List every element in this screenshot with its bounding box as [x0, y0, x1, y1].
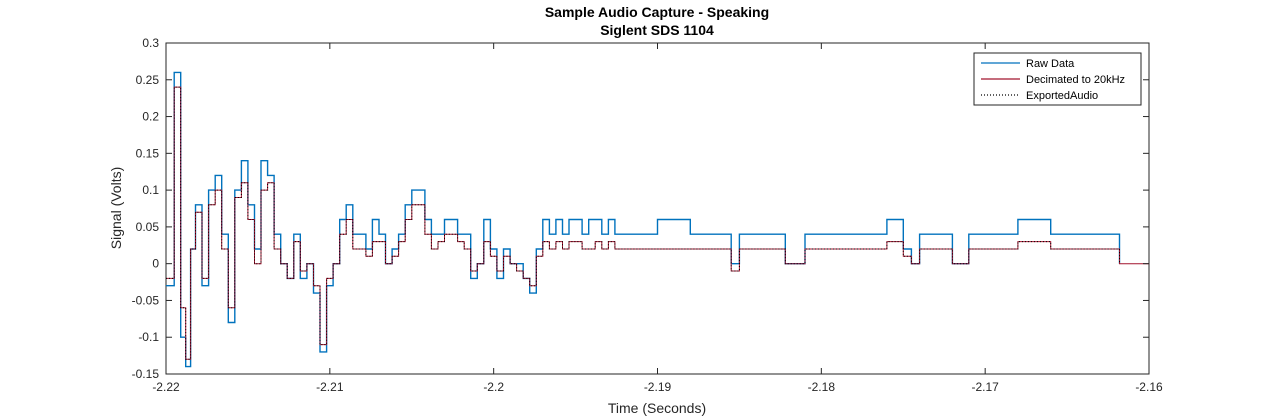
legend: Raw Data Decimated to 20kHz ExportedAudi…	[973, 52, 1142, 106]
legend-label-decimated: Decimated to 20kHz	[1026, 74, 1125, 86]
x-tick-label: -2.21	[316, 380, 344, 394]
y-tick-label: 0.1	[142, 183, 159, 197]
chart-title: Sample Audio Capture - Speaking	[545, 4, 769, 20]
x-tick-label: -2.17	[971, 380, 999, 394]
series-raw-data	[166, 71, 1121, 368]
y-tick-label: 0.25	[136, 73, 160, 87]
tick-layer: -2.22 -2.21 -2.2 -2.19 -2.18 -2.17 -2.16 -0.15 -…	[132, 36, 1163, 394]
y-tick-label: 0.05	[136, 220, 160, 234]
x-axis-label: Time (Seconds)	[608, 400, 706, 416]
y-tick-label: 0.3	[142, 36, 159, 50]
legend-label-exported-audio: ExportedAudio	[1026, 90, 1098, 102]
y-tick-label: -0.1	[138, 330, 159, 344]
y-tick-label: -0.05	[132, 293, 160, 307]
y-tick-label: 0.15	[136, 146, 160, 160]
chart-subtitle: Siglent SDS 1104	[600, 22, 714, 38]
x-tick-label: -2.19	[644, 380, 672, 394]
legend-label-raw-data: Raw Data	[1026, 58, 1075, 70]
y-axis-label: Signal (Volts)	[108, 167, 124, 249]
x-tick-label: -2.16	[1135, 380, 1163, 394]
x-tick-label: -2.18	[808, 380, 836, 394]
y-tick-label: 0	[152, 257, 159, 271]
y-tick-label: 0.2	[142, 110, 159, 124]
x-tick-label: -2.22	[152, 380, 180, 394]
x-tick-label: -2.2	[483, 380, 504, 394]
y-tick-label: -0.15	[132, 367, 160, 381]
series-layer	[166, 71, 1149, 368]
